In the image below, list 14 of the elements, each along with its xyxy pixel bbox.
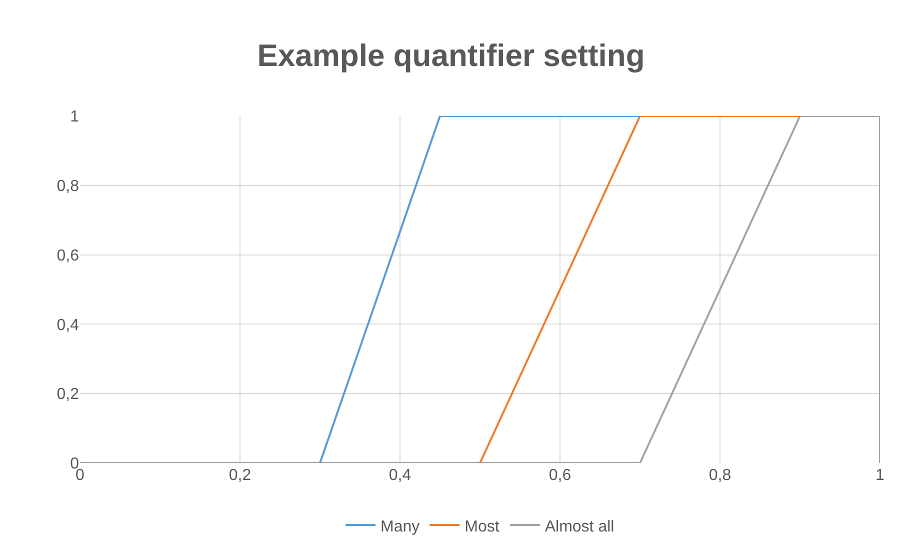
y-tick-label: 0,6 — [56, 247, 80, 264]
x-tick-label: 0,2 — [228, 467, 252, 484]
x-tick-label: 0,6 — [548, 467, 572, 484]
y-tick-label: 1 — [70, 108, 80, 126]
y-tick-label: 0,4 — [56, 316, 80, 334]
legend-label: Almost all — [544, 518, 614, 536]
x-tick-label: 0,4 — [388, 467, 412, 484]
y-tick-label: 0,2 — [56, 386, 80, 404]
x-tick-label: 1 — [876, 467, 885, 484]
chart-title: Example quantifier setting — [257, 38, 645, 74]
legend-label: Most — [464, 518, 500, 536]
y-tick-label: 0,8 — [56, 178, 80, 195]
legend-label: Many — [380, 518, 420, 536]
x-tick-label: 0,8 — [708, 467, 732, 484]
